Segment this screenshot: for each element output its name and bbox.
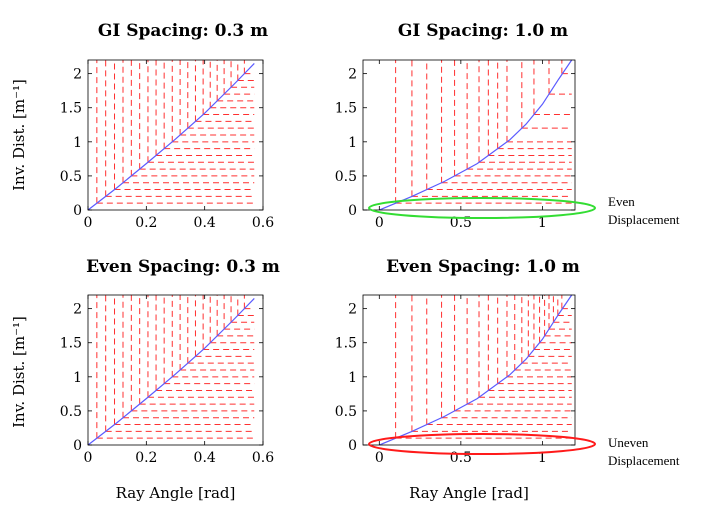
y-tick-label: 0 [348, 438, 357, 454]
curve-line [379, 59, 573, 211]
chart-title: Even Spacing: 0.3 m [86, 257, 280, 277]
x-tick-label: 0.2 [135, 215, 157, 231]
panel-even-0-3: 0 0.2 0.4 0.6 0 0.5 1 1.5 2 Even Spacing: 0.3 m In… [10, 257, 280, 502]
annotation-text: Even [608, 194, 635, 209]
x-tick-label: 0.6 [252, 215, 274, 231]
annotation-text: Displacement [608, 212, 680, 227]
x-tick-label: 0.4 [194, 450, 216, 466]
x-tick-label: 0.5 [450, 450, 472, 466]
x-axis-label: Ray Angle [rad] [116, 484, 236, 502]
y-tick-label: 1.5 [335, 336, 357, 352]
axes-frame [362, 59, 576, 211]
y-tick-label: 1 [348, 135, 357, 151]
y-tick-label: 0 [348, 203, 357, 219]
x-tick-label: 0.5 [450, 215, 472, 231]
chart-title: GI Spacing: 0.3 m [98, 21, 268, 41]
y-tick-label: 1.5 [60, 336, 82, 352]
curve-line [87, 62, 255, 211]
y-tick-label: 1.5 [60, 101, 82, 117]
chart-title: GI Spacing: 1.0 m [398, 21, 568, 41]
y-tick-label: 0 [73, 438, 82, 454]
y-tick-label: 0.5 [335, 404, 357, 420]
annotation-text: Uneven [608, 435, 649, 450]
x-tick-label: 0.4 [194, 215, 216, 231]
y-tick-label: 0.5 [335, 169, 357, 185]
panel-gi-1-0: 0 0.5 1 0 0.5 1 1.5 2 GI Spacing: 1.0 m Even Displ… [335, 21, 680, 231]
x-tick-label: 0 [375, 450, 384, 466]
axes-frame [362, 294, 576, 446]
x-tick-label: 0.6 [252, 450, 274, 466]
curve-line [379, 294, 573, 446]
y-axis-label: Inv. Dist. [m⁻¹] [10, 79, 28, 191]
x-tick-label: 1 [538, 215, 547, 231]
x-tick-label: 0 [84, 450, 93, 466]
panel-even-1-0: 0 0.5 1 0 0.5 1 1.5 2 Even Spacing: 1.0 m Ray Ang… [335, 257, 680, 502]
y-tick-label: 2 [73, 67, 82, 83]
curve-line [87, 297, 255, 446]
x-tick-label: 0.2 [135, 450, 157, 466]
axes-frame [87, 59, 264, 211]
x-axis-label: Ray Angle [rad] [409, 484, 529, 502]
y-axis-label: Inv. Dist. [m⁻¹] [10, 316, 28, 428]
y-tick-label: 2 [73, 302, 82, 318]
y-tick-label: 1 [348, 370, 357, 386]
x-tick-label: 0 [84, 215, 93, 231]
x-tick-label: 1 [538, 450, 547, 466]
y-tick-label: 0 [73, 203, 82, 219]
y-tick-label: 1 [73, 135, 82, 151]
panel-gi-0-3: 0 0.2 0.4 0.6 0 0.5 1 1.5 2 GI Spacing: 0.3 m Inv.… [10, 21, 274, 231]
y-tick-label: 1.5 [335, 101, 357, 117]
y-tick-label: 2 [348, 67, 357, 83]
y-tick-label: 2 [348, 302, 357, 318]
y-tick-label: 0.5 [60, 404, 82, 420]
y-tick-label: 0.5 [60, 169, 82, 185]
x-tick-label: 0 [375, 215, 384, 231]
y-tick-label: 1 [73, 370, 82, 386]
annotation-text: Displacement [608, 453, 680, 468]
chart-title: Even Spacing: 1.0 m [386, 257, 580, 277]
uneven-displacement-ellipse [368, 433, 596, 455]
axes-frame [87, 294, 264, 446]
even-displacement-ellipse [368, 197, 596, 219]
